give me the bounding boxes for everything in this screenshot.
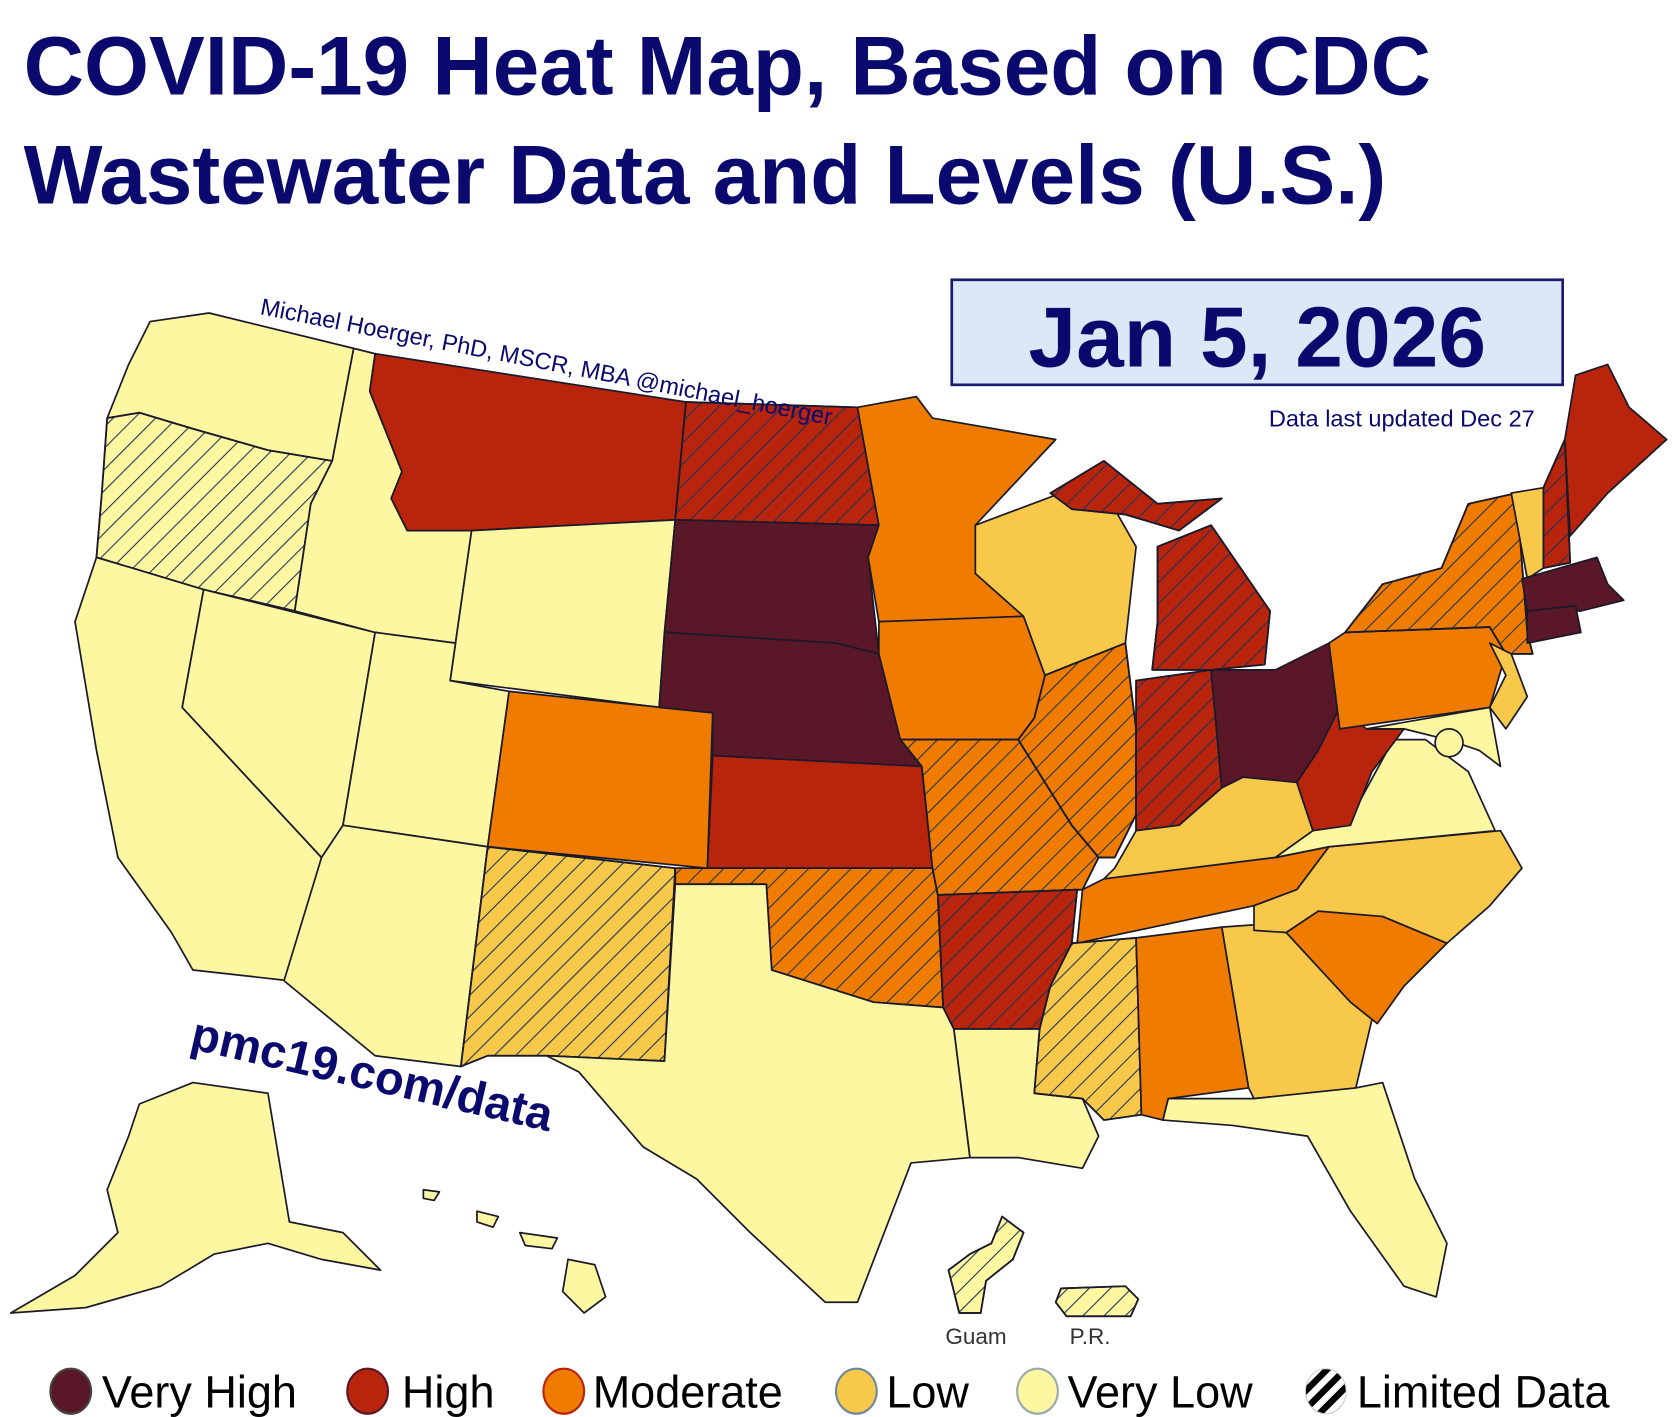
legend-label: High	[402, 1366, 495, 1417]
state-ak	[9, 1081, 382, 1314]
state-wy	[449, 519, 677, 709]
state-ks	[706, 754, 934, 870]
state-mi-limited-hatch	[1151, 524, 1271, 671]
title-line-2: Wastewater Data and Levels (U.S.)	[24, 128, 1387, 222]
legend-swatch-moderate	[542, 1367, 586, 1415]
legend-swatch-limited-data	[1304, 1368, 1347, 1415]
state-co	[486, 690, 714, 870]
state-me	[1563, 363, 1668, 537]
legend-item-limited-data: Limited Data	[1304, 1366, 1611, 1417]
state-mi-limited-hatch	[1049, 460, 1223, 532]
legend-swatch-high	[346, 1367, 390, 1415]
state-il-limited-hatch	[1017, 642, 1137, 859]
legend-item-very-low: Very Low	[1016, 1366, 1254, 1417]
data-updated-note: Data last updated Dec 27	[1269, 406, 1535, 432]
state-hi	[422, 1188, 441, 1202]
state-nc	[1253, 829, 1523, 945]
state-md	[1365, 706, 1502, 768]
legend-label: Moderate	[593, 1366, 783, 1417]
state-tx	[545, 883, 971, 1304]
date-label: Jan 5, 2026	[1028, 290, 1486, 386]
state-nm-limited-hatch	[460, 845, 677, 1068]
legend-item-low: Low	[834, 1366, 969, 1417]
legend-label: Limited Data	[1357, 1366, 1611, 1417]
label-guam: Guam	[945, 1324, 1006, 1349]
state-nd-limited-hatch	[674, 401, 880, 527]
title-line-1: COVID-19 Heat Map, Based on CDC	[24, 18, 1431, 112]
legend-item-moderate: Moderate	[542, 1366, 783, 1417]
state-gu-limited-hatch	[947, 1215, 1025, 1314]
state-hi	[518, 1231, 559, 1250]
legend-item-very-high: Very High	[49, 1366, 297, 1417]
state-hi	[476, 1210, 500, 1229]
legend-swatch-very-high	[49, 1367, 93, 1415]
state-ct	[1526, 604, 1582, 644]
legend-swatch-very-low	[1016, 1367, 1059, 1415]
state-dc	[1434, 728, 1464, 758]
legend: Very High High Moderate Low Very Low Lim…	[49, 1366, 1611, 1417]
date-box: Jan 5, 2026	[950, 278, 1565, 387]
us-states-map	[9, 312, 1668, 1318]
legend-label: Very Low	[1068, 1366, 1254, 1417]
state-pr-limited-hatch	[1054, 1285, 1140, 1318]
state-fl	[1162, 1081, 1448, 1298]
state-ny-limited-hatch	[1344, 492, 1534, 655]
state-nh-limited-hatch	[1542, 438, 1572, 569]
label-pr: P.R.	[1070, 1324, 1111, 1349]
legend-label: Very High	[102, 1366, 297, 1417]
legend-swatch-low	[834, 1367, 878, 1415]
state-nj	[1488, 642, 1529, 730]
state-hi	[561, 1258, 607, 1314]
legend-label: Low	[886, 1366, 969, 1417]
state-ia	[878, 615, 1046, 741]
legend-item-high: High	[346, 1366, 495, 1417]
